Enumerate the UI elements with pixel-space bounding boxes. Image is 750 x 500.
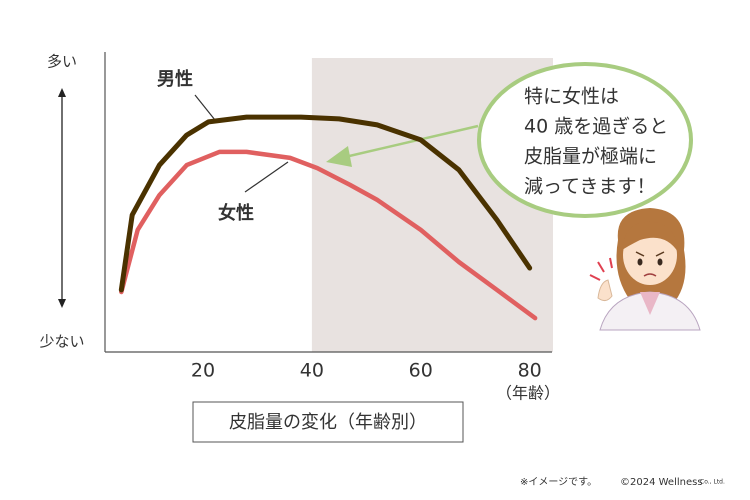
y-direction-arrow — [58, 88, 66, 308]
bubble-text: 減ってきます！ — [524, 176, 655, 198]
series-label: 女性 — [218, 202, 254, 224]
x-tick-label: 40 — [300, 360, 324, 382]
copyright-suffix: Co., Ltd. — [700, 479, 725, 486]
y-bottom-label: 少ない — [39, 333, 84, 351]
caption-box — [192, 401, 464, 443]
leader-line — [244, 161, 289, 193]
bubble-text: 皮脂量が極端に — [524, 146, 657, 168]
caption: 皮脂量の変化（年齢別） — [229, 412, 427, 433]
note: ※イメージです。 — [520, 476, 597, 488]
leader-line — [194, 94, 216, 121]
x-tick-label: 20 — [191, 360, 215, 382]
x-unit-label: （年齢） — [496, 384, 560, 403]
character-illustration — [589, 208, 701, 331]
line-series — [118, 114, 533, 293]
bubble-text: 40 歳を過ぎると — [524, 116, 668, 138]
series-label: 男性 — [157, 68, 193, 90]
x-tick-label: 80 — [518, 360, 542, 382]
copyright: ©2024 Wellness — [620, 477, 703, 488]
bubble-text: 特に女性は — [524, 86, 619, 108]
line-series — [119, 149, 538, 321]
speech-bubble — [477, 62, 693, 218]
y-top-label: 多い — [47, 53, 77, 71]
pointer-arrow — [326, 124, 479, 167]
x-tick-label: 60 — [409, 360, 433, 382]
